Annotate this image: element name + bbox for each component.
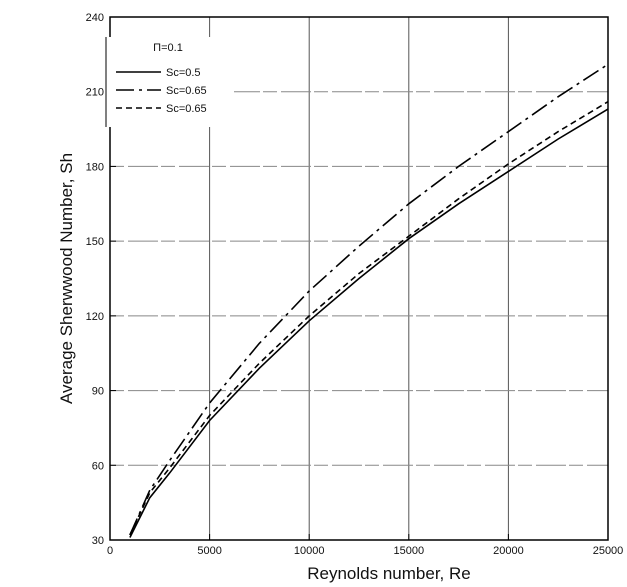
x-tick-label: 25000	[593, 545, 624, 557]
x-tick-label: 10000	[294, 545, 325, 557]
legend-label-2: Sc=0.65	[166, 85, 207, 97]
x-tick-label: 0	[107, 545, 113, 557]
x-axis-title: Reynolds number, Re	[307, 564, 470, 583]
y-tick-label: 150	[86, 236, 104, 248]
y-tick-label: 120	[86, 311, 104, 323]
y-tick-label: 180	[86, 161, 104, 173]
series-line-2	[129, 63, 609, 536]
legend: Π=0.1 Sc=0.5 Sc=0.65 Sc=0.65	[105, 37, 234, 127]
y-tick-label: 90	[92, 386, 104, 398]
plot-frame	[109, 16, 609, 541]
y-tick-label: 30	[92, 535, 104, 547]
y-axis-title: Average Sherwwood Number, Sh	[57, 153, 76, 404]
y-tick-label: 60	[92, 460, 104, 472]
grid-layer	[110, 17, 608, 540]
series-line-1	[129, 108, 609, 538]
x-tick-label: 15000	[394, 545, 425, 557]
series-layer	[129, 63, 609, 538]
legend-label-1: Sc=0.5	[166, 67, 201, 79]
tick-layer: 0 5000 10000 15000 20000 25000 30 60 90 120 150 180…	[86, 12, 624, 557]
legend-box	[106, 37, 234, 127]
y-tick-label: 210	[86, 87, 104, 99]
legend-header: Π=0.1	[153, 42, 183, 54]
series-line-3	[129, 101, 609, 536]
legend-label-3: Sc=0.65	[166, 103, 207, 115]
y-tick-label: 240	[86, 12, 104, 24]
x-tick-label: 5000	[197, 545, 221, 557]
x-tick-label: 20000	[493, 545, 524, 557]
